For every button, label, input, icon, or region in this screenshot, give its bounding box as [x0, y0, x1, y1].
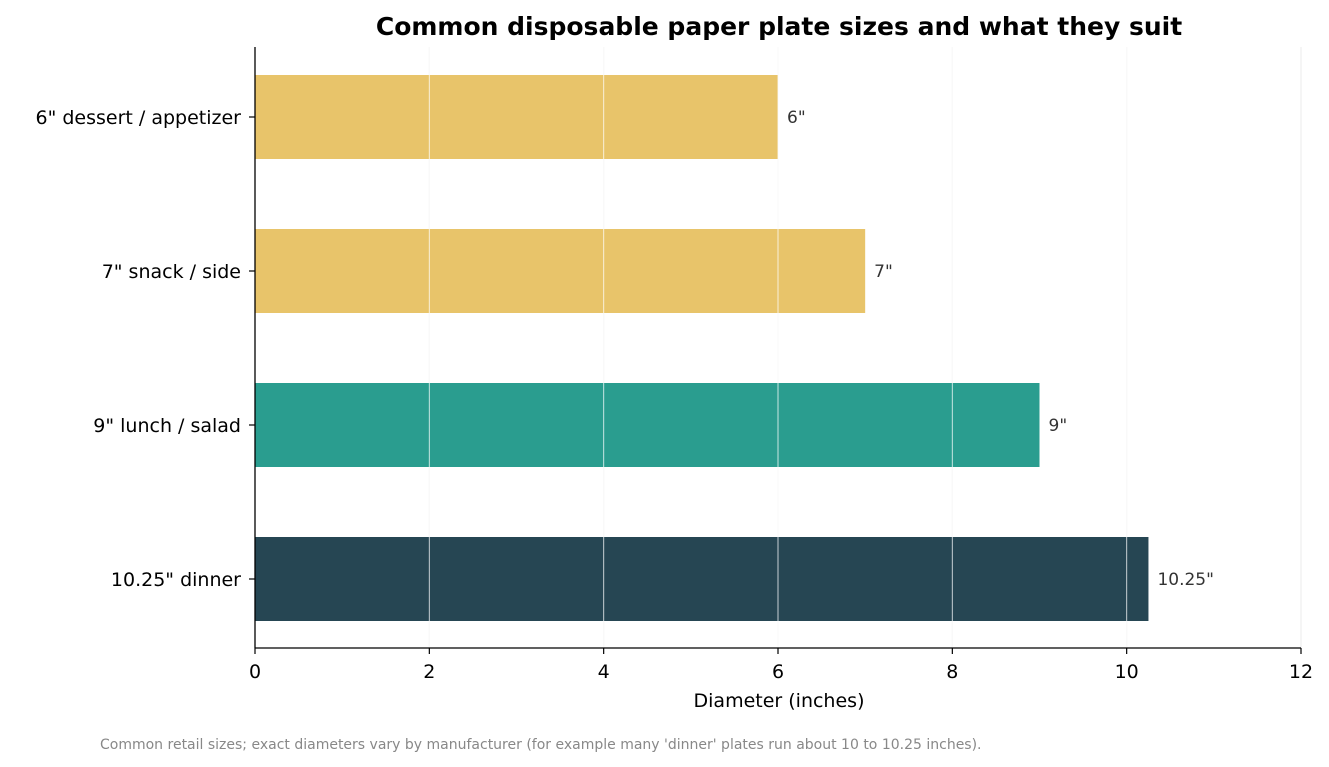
axes: [249, 47, 1302, 654]
x-tick-label-2: 4: [598, 661, 610, 683]
data-label-2: 9": [1049, 416, 1068, 436]
bar-2: [255, 383, 1040, 467]
labels: 6" 6" dessert / appetizer 7" 7" snack / sid…: [35, 107, 1313, 683]
category-label-0: 6" dessert / appetizer: [35, 107, 241, 129]
bar-0: [255, 75, 778, 159]
x-tick-label-1: 2: [423, 661, 435, 683]
data-label-0: 6": [787, 108, 806, 128]
bar-3: [255, 537, 1149, 621]
x-tick-label-3: 6: [772, 661, 784, 683]
chart-title: Common disposable paper plate sizes and …: [376, 12, 1182, 41]
bar-1: [255, 229, 866, 313]
footnote: Common retail sizes; exact diameters var…: [100, 737, 982, 753]
x-tick-label-0: 0: [249, 661, 261, 683]
data-label-3: 10.25": [1157, 570, 1214, 590]
gridlines-over-bars: [428, 47, 1128, 648]
category-label-3: 10.25" dinner: [111, 569, 241, 591]
category-label-1: 7" snack / side: [102, 261, 241, 283]
x-tick-label-4: 8: [946, 661, 958, 683]
x-tick-label-6: 12: [1289, 661, 1313, 683]
x-axis-label: Diameter (inches): [694, 690, 865, 712]
bars: [255, 75, 1149, 621]
x-tick-label-5: 10: [1115, 661, 1139, 683]
data-label-1: 7": [874, 262, 893, 282]
category-label-2: 9" lunch / salad: [93, 415, 241, 437]
